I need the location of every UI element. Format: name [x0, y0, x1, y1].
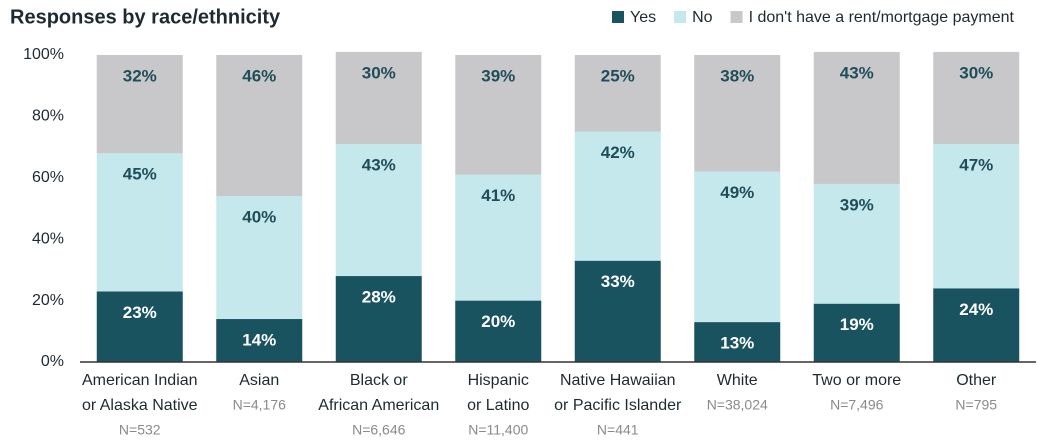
legend-swatch: [674, 11, 687, 23]
x-tick-label: Black or: [350, 372, 408, 389]
bar-segment: [574, 55, 661, 132]
value-label: 46%: [242, 66, 276, 85]
x-tick-label: White: [717, 372, 758, 389]
bar-segment: [813, 303, 900, 362]
value-label: 28%: [362, 288, 396, 307]
y-tick-label: 100%: [23, 46, 64, 63]
y-tick-label: 0%: [41, 353, 64, 370]
value-label: 41%: [481, 186, 515, 205]
value-label: 42%: [601, 143, 635, 162]
x-tick-label: or Latino: [467, 397, 529, 414]
bar-segment: [455, 174, 542, 301]
bar-segment: [933, 288, 1020, 362]
sample-size: N=6,646: [352, 422, 406, 438]
bar-segment: [216, 55, 303, 197]
legend-label: I don't have a rent/mortgage payment: [749, 9, 1015, 26]
value-label: 30%: [362, 63, 396, 82]
value-label: 14%: [242, 331, 276, 350]
value-label: 40%: [242, 208, 276, 227]
value-label: 39%: [840, 195, 874, 214]
value-label: 20%: [481, 312, 515, 331]
legend-swatch: [612, 11, 624, 23]
x-tick-label: or Alaska Native: [82, 397, 198, 414]
bar-segment: [813, 183, 900, 304]
x-tick-label: Native Hawaiian: [560, 372, 676, 389]
value-label: 47%: [959, 156, 993, 175]
value-label: 33%: [601, 272, 635, 291]
value-label: 24%: [959, 300, 993, 319]
sample-size: N=7,496: [830, 397, 884, 413]
bar-segment: [933, 51, 1020, 145]
x-tick-label: Two or more: [812, 372, 901, 389]
bar-segment: [216, 196, 303, 320]
sample-size: N=441: [597, 422, 639, 438]
value-label: 23%: [123, 303, 157, 322]
x-tick-label: Asian: [239, 372, 279, 389]
bar-segment: [455, 55, 542, 175]
bar-segment: [694, 55, 781, 172]
value-label: 13%: [720, 334, 754, 353]
x-tick-label: Hispanic: [468, 372, 529, 389]
sample-size: N=11,400: [468, 422, 528, 438]
bar-segment: [694, 322, 781, 362]
value-label: 39%: [481, 66, 515, 85]
bar-segment: [574, 260, 661, 362]
value-label: 32%: [123, 66, 157, 85]
value-label: 43%: [362, 156, 396, 175]
y-tick-label: 80%: [32, 108, 64, 125]
chart-title: Responses by race/ethnicity: [10, 6, 281, 28]
value-label: 43%: [840, 63, 874, 82]
legend-label: Yes: [630, 9, 656, 26]
x-tick-label: or Pacific Islander: [554, 397, 682, 414]
value-label: 49%: [720, 183, 754, 202]
sample-size: N=38,024: [707, 397, 768, 413]
value-label: 30%: [959, 63, 993, 82]
y-tick-label: 20%: [32, 292, 64, 309]
bar-segment: [96, 55, 183, 154]
sample-size: N=532: [119, 422, 161, 438]
bar-segment: [335, 144, 422, 277]
bar-segment: [933, 144, 1020, 289]
bar-segment: [216, 319, 303, 362]
bar-segment: [455, 300, 542, 362]
bar-segment: [96, 291, 183, 362]
bar-segment: [694, 171, 781, 323]
x-tick-label: Other: [956, 372, 997, 389]
sample-size: N=4,176: [233, 397, 287, 413]
bar-segment: [96, 153, 183, 292]
bar-segment: [335, 51, 422, 145]
x-tick-label: American Indian: [82, 372, 198, 389]
sample-size: N=795: [955, 397, 997, 413]
y-tick-label: 60%: [32, 169, 64, 186]
value-label: 38%: [720, 66, 754, 85]
legend-swatch: [730, 11, 743, 23]
value-label: 19%: [840, 315, 874, 334]
y-tick-label: 40%: [32, 230, 64, 247]
bar-segment: [574, 131, 661, 261]
value-label: 25%: [601, 66, 635, 85]
legend-label: No: [692, 9, 713, 26]
x-tick-label: African American: [318, 397, 439, 414]
bar-segment: [813, 51, 900, 184]
value-label: 45%: [123, 165, 157, 184]
bar-segment: [335, 276, 422, 362]
